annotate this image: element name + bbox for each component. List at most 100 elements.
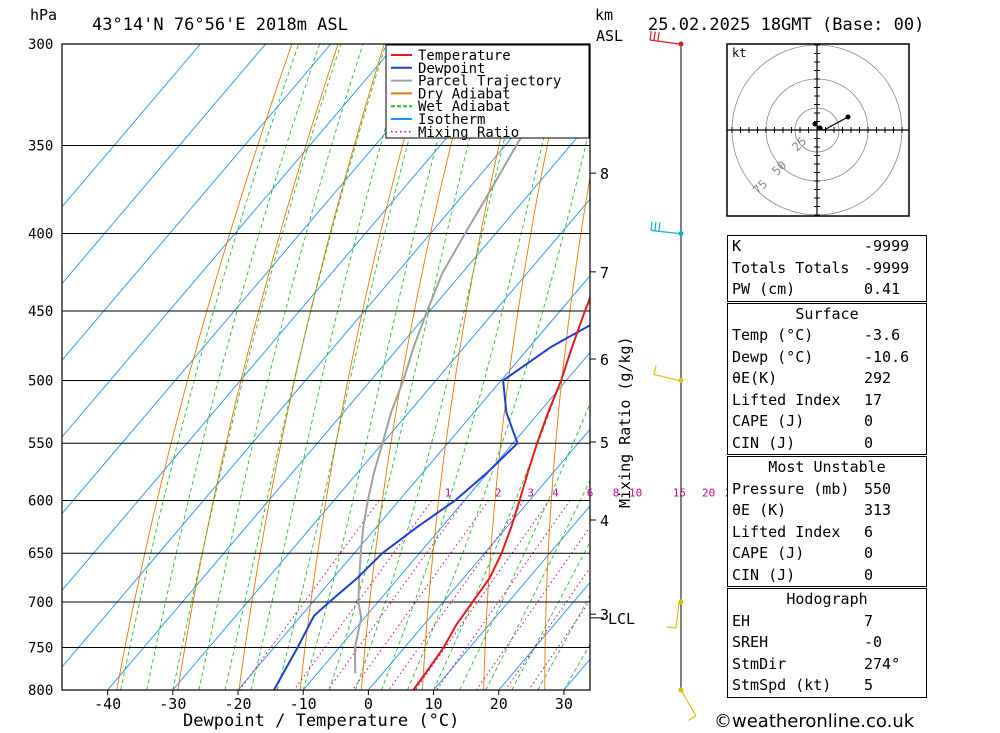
stat-value: 292	[864, 369, 892, 387]
wind-barb-500	[653, 365, 680, 382]
stat-label: CIN (J)	[732, 433, 796, 452]
stat-row: CIN (J) 0	[728, 565, 926, 587]
wind-barb-flag	[657, 32, 660, 42]
stat-label: Lifted Index	[732, 390, 841, 409]
mixing-ratio-label: 6	[587, 487, 594, 500]
stat-row: Lifted Index 6	[728, 522, 926, 544]
pressure-tick-label: 500	[28, 373, 53, 389]
x-tick-label: 0	[364, 695, 373, 713]
wet-adiabat-line	[328, 44, 495, 690]
wind-barb-800	[680, 689, 697, 722]
legend-label: Isotherm	[418, 112, 485, 128]
location-title: 43°14'N 76°56'E 2018m ASL	[92, 15, 348, 35]
isotherm-line	[433, 505, 590, 690]
stat-row: CAPE (J) 0	[728, 543, 926, 565]
mixing-ratio-label: 10	[629, 487, 642, 500]
mixing-ratio-label: 20	[702, 487, 715, 500]
mixing-ratio-label: 4	[552, 487, 559, 500]
wind-barb-flag	[654, 221, 657, 231]
stat-label: SREH	[732, 633, 769, 651]
stat-row: Pressure (mb) 550	[728, 479, 926, 501]
stat-value: 0.41	[864, 280, 901, 298]
isotherm-line	[62, 44, 332, 361]
isotherm-line	[368, 428, 590, 690]
stats-basic-box: K -9999 Totals Totals -9999 PW (cm) 0.41	[727, 235, 927, 302]
wind-barb-700	[666, 601, 680, 629]
stat-value: 0	[864, 433, 874, 452]
copyright: ©weatheronline.co.uk	[714, 711, 915, 732]
x-tick-label: 10	[425, 695, 443, 713]
hodograph-plot	[727, 44, 909, 216]
mixing-ratio-label: 8	[613, 487, 620, 500]
wind-barb-flag	[687, 715, 697, 722]
wind-level-marker	[678, 230, 684, 236]
pressure-tick-label: 300	[28, 37, 53, 53]
mixing-ratio-line	[327, 500, 466, 690]
profile-parcel-trajectory	[353, 44, 577, 674]
km-tick-label: 8	[600, 165, 609, 183]
x-axis-title: Dewpoint / Temperature (°C)	[183, 711, 459, 731]
stat-label: Temp (°C)	[732, 326, 814, 344]
stat-row: K -9999	[728, 236, 926, 258]
stat-value: 0	[864, 565, 874, 584]
km-tick-label: 7	[600, 264, 609, 282]
pressure-tick-label: 700	[28, 595, 53, 611]
stat-label: StmDir	[732, 654, 787, 673]
stat-row: EH 7	[728, 611, 926, 633]
pressure-tick-label: 550	[28, 436, 53, 452]
wind-level-marker	[678, 41, 684, 47]
mixing-ratio-line	[352, 500, 490, 690]
wind-level-marker	[678, 377, 684, 383]
pressure-tick-label: 750	[28, 640, 53, 656]
wind-barb-flag	[666, 626, 677, 629]
stat-label: CAPE (J)	[732, 544, 805, 562]
stat-row: Totals Totals -9999	[728, 258, 926, 280]
stat-label: CAPE (J)	[732, 412, 805, 430]
hodograph-point	[817, 125, 823, 131]
stat-value: 5	[864, 676, 874, 694]
wet-adiabat-line	[120, 44, 300, 690]
pressure-tick-label: 650	[28, 546, 53, 562]
stats-most-unstable-box: Most Unstable Pressure (mb) 550 θE (K) 313 Li…	[727, 456, 927, 587]
wet-adiabat-line	[354, 44, 529, 690]
legend-label: Wet Adiabat	[418, 99, 511, 115]
stat-value: -3.6	[864, 326, 901, 344]
stat-label: Dewp (°C)	[732, 347, 814, 366]
x-tick-label: -30	[159, 695, 186, 713]
stat-value: -0	[864, 633, 883, 651]
profile-dewpoint	[273, 324, 590, 690]
legend-label: Parcel Trajectory	[418, 74, 561, 90]
profile-temperature	[412, 295, 590, 690]
x-tick-label: -10	[290, 695, 317, 713]
datetime-title: 25.02.2025 18GMT (Base: 00)	[648, 15, 924, 35]
stat-value: 17	[864, 390, 883, 409]
dry-adiabat-line	[982, 44, 1000, 690]
mixing-ratio-axis-title: Mixing Ratio (g/kg)	[616, 336, 634, 508]
legend-box	[385, 44, 590, 139]
pressure-tick-label: 450	[28, 304, 53, 320]
stat-label: Lifted Index	[732, 522, 841, 541]
stat-value: 313	[864, 501, 892, 519]
stat-label: K	[732, 237, 742, 255]
isotherm-line	[172, 198, 590, 690]
stat-row: θE (K) 313	[728, 500, 926, 522]
stat-row: CIN (J) 0	[728, 433, 926, 455]
legend-label: Dry Adiabat	[418, 86, 511, 102]
mixing-ratio-line	[388, 500, 525, 690]
mixing-ratio-line	[528, 599, 590, 690]
stat-value: 550	[864, 479, 892, 498]
stat-label: θE(K)	[732, 369, 778, 387]
mixing-ratio-label: 1	[445, 487, 452, 500]
wind-barb-flag	[653, 31, 656, 41]
wind-barb-flag	[658, 222, 661, 232]
stat-row: θE(K) 292	[728, 368, 926, 390]
legend-label: Mixing Ratio	[418, 125, 519, 141]
isotherm-line	[107, 121, 590, 690]
x-tick-label: -40	[94, 695, 121, 713]
isotherm-line	[62, 44, 201, 208]
legend-label: Dewpoint	[418, 61, 485, 77]
stat-label: EH	[732, 611, 751, 630]
wind-barb-shaft	[653, 373, 680, 382]
mixing-ratio-label: 15	[673, 487, 686, 500]
stat-section-title: Hodograph	[786, 590, 868, 608]
